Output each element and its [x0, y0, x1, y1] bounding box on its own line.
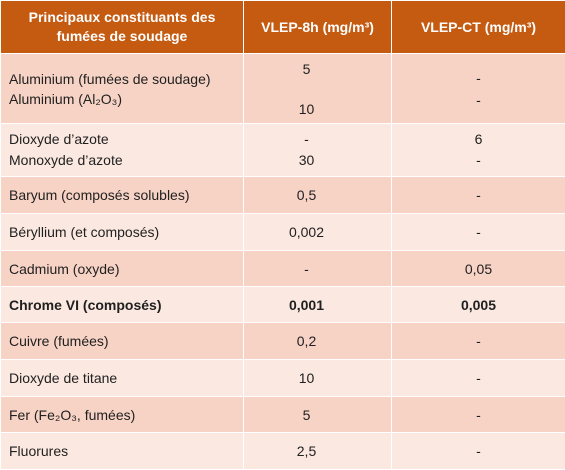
cell: - — [244, 251, 392, 287]
row: Fluorures 2,5 - — [1, 433, 565, 470]
row: Chrome VI (composés) 0,001 0,005 — [1, 287, 565, 323]
cell: 0,5 — [244, 177, 392, 214]
cell: - - — [392, 54, 565, 124]
cell: - — [392, 360, 565, 397]
cell: Chrome VI (composés) — [1, 287, 244, 323]
cell-line: - — [244, 129, 369, 150]
row: Baryum (composés solubles) 0,5 - — [1, 177, 565, 214]
cell: 5 — [244, 397, 392, 433]
row: Fer (Fe₂O₃, fumées) 5 - — [1, 397, 565, 433]
row: Dioxyde de titane 10 - — [1, 360, 565, 397]
cell: Cadmium (oxyde) — [1, 251, 244, 287]
cell: 0,05 — [392, 251, 565, 287]
cell-line: 6 — [392, 129, 565, 150]
header-cell: VLEP-8h (mg/m³) — [244, 1, 392, 54]
cell-line: 5 — [244, 59, 369, 79]
cell: 0,001 — [244, 287, 392, 323]
cell: 10 — [244, 360, 392, 397]
row: Béryllium (et composés) 0,002 - — [1, 214, 565, 251]
cell: Dioxyde d’azote Monoxyde d’azote — [1, 124, 244, 177]
cell: - — [392, 323, 565, 360]
cell: Cuivre (fumées) — [1, 323, 244, 360]
cell: Fluorures — [1, 433, 244, 470]
cell-line: 30 — [244, 150, 369, 171]
header-cell: VLEP-CT (mg/m³) — [392, 1, 565, 54]
cell: Baryum (composés solubles) — [1, 177, 244, 214]
header-row: Principaux constituants des fumées de so… — [1, 1, 565, 54]
cell: - — [392, 433, 565, 470]
row: Cuivre (fumées) 0,2 - — [1, 323, 565, 360]
cell: 0,002 — [244, 214, 392, 251]
cell: 5 10 — [244, 54, 392, 124]
cell: - — [392, 214, 565, 251]
cell: Fer (Fe₂O₃, fumées) — [1, 397, 244, 433]
header-cell: Principaux constituants des fumées de so… — [1, 1, 244, 54]
page: Principaux constituants des fumées de so… — [0, 0, 565, 458]
cell: 2,5 — [244, 433, 392, 470]
cell: - 30 — [244, 124, 392, 177]
cell-line: Aluminium (fumées de soudage) — [9, 69, 243, 89]
cell: 0,2 — [244, 323, 392, 360]
cell-line: Dioxyde d’azote — [9, 129, 243, 150]
cell-line: - — [392, 89, 565, 111]
cell: Aluminium (fumées de soudage) Aluminium … — [1, 54, 244, 124]
cell: Béryllium (et composés) — [1, 214, 244, 251]
cell-line: - — [392, 150, 565, 171]
cell: 0,005 — [392, 287, 565, 323]
row: Cadmium (oxyde) - 0,05 — [1, 251, 565, 287]
cell: - — [392, 177, 565, 214]
cell-line: - — [392, 67, 565, 89]
cell-line: Aluminium (Al₂O₃) — [9, 89, 243, 109]
row: Aluminium (fumées de soudage) Aluminium … — [1, 54, 565, 124]
cell: - — [392, 397, 565, 433]
cell: 6 - — [392, 124, 565, 177]
row: Dioxyde d’azote Monoxyde d’azote - 30 6 … — [1, 124, 565, 177]
cell-line: 10 — [244, 99, 369, 119]
cell-line: Monoxyde d’azote — [9, 150, 243, 171]
cell: Dioxyde de titane — [1, 360, 244, 397]
